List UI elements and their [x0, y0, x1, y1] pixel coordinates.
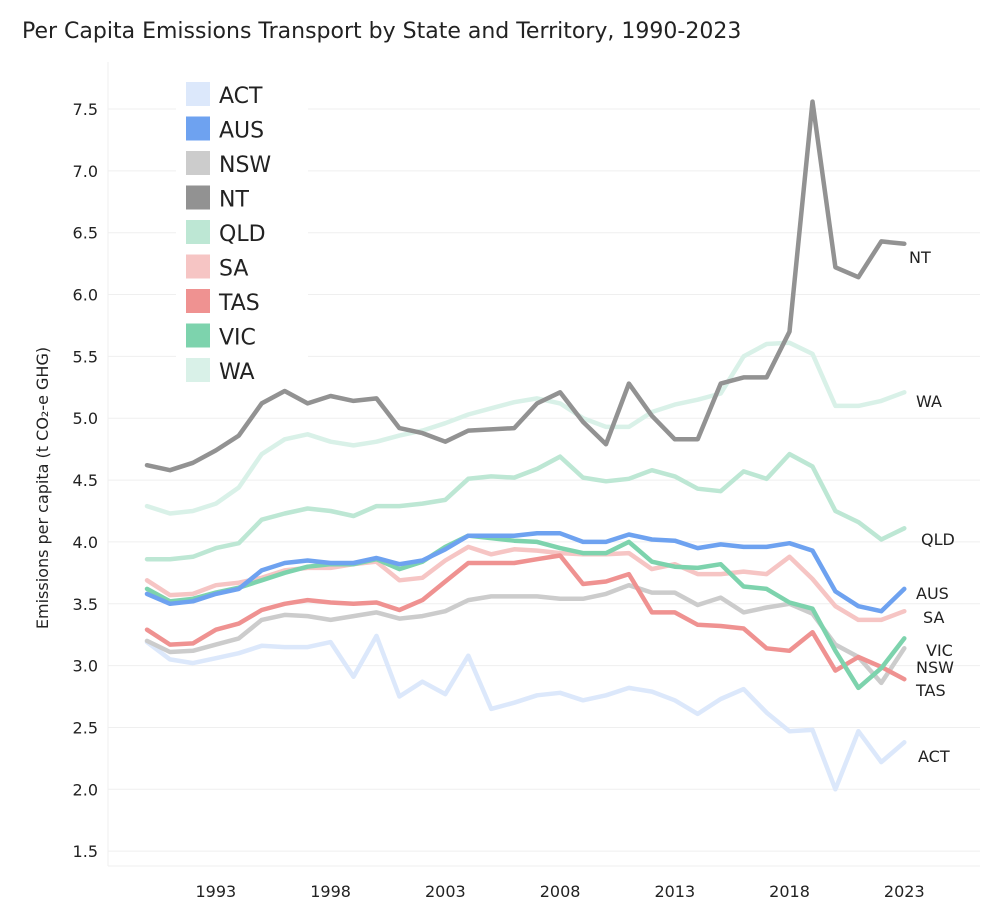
y-tick-label: 2.0 — [73, 780, 98, 799]
y-tick-label: 4.0 — [73, 533, 98, 552]
series-line-qld — [144, 451, 907, 562]
legend-label-act: ACT — [219, 84, 263, 109]
x-tick-label: 2013 — [654, 882, 695, 901]
end-label-act: ACT — [918, 747, 950, 766]
legend-swatch-wa — [186, 358, 210, 382]
end-label-aus: AUS — [916, 584, 949, 603]
end-label-nsw: NSW — [916, 658, 954, 677]
y-tick-label: 2.5 — [73, 718, 98, 737]
x-tick-label: 2023 — [884, 882, 925, 901]
y-tick-label: 3.5 — [73, 595, 98, 614]
series-line-wa — [144, 340, 907, 516]
legend-swatch-tas — [186, 289, 210, 313]
y-tick-label: 1.5 — [73, 842, 98, 861]
series-lines — [144, 99, 907, 792]
series-line-sa — [144, 544, 907, 623]
legend-label-sa: SA — [219, 257, 248, 282]
end-label-tas: TAS — [915, 681, 946, 700]
legend-label-tas: TAS — [218, 291, 260, 316]
series-line-nsw — [144, 582, 907, 686]
legend-swatch-nsw — [186, 151, 210, 175]
x-tick-label: 2008 — [540, 882, 581, 901]
legend-label-nt: NT — [219, 188, 249, 213]
end-label-sa: SA — [923, 608, 944, 627]
legend-label-nsw: NSW — [219, 153, 271, 178]
series-end-labels: ACT AUS NSW NT QLD SA TAS VIC WA — [909, 248, 955, 766]
series-line-vic — [144, 533, 907, 691]
y-axis-label: Emissions per capita (t CO₂-e GHG) — [33, 347, 52, 629]
end-label-wa: WA — [916, 392, 942, 411]
x-tick-label: 2003 — [425, 882, 466, 901]
y-tick-label: 3.0 — [73, 657, 98, 676]
legend-swatch-vic — [186, 323, 210, 348]
y-tick-label: 7.5 — [73, 100, 98, 119]
legend-swatch-nt — [186, 185, 210, 210]
end-label-nt: NT — [909, 248, 931, 267]
y-tick-labels: 1.5 2.0 2.5 3.0 3.5 4.0 4.5 5.0 5.5 6.0 6.5 7.0 7.5 — [73, 100, 98, 861]
legend-swatch-qld — [186, 220, 210, 244]
end-label-qld: QLD — [921, 530, 955, 549]
y-tick-label: 6.5 — [73, 224, 98, 243]
legend-label-qld: QLD — [219, 222, 266, 247]
legend-swatch-aus — [186, 116, 210, 141]
y-tick-label: 4.5 — [73, 471, 98, 490]
end-label-vic: VIC — [926, 641, 953, 660]
x-tick-label: 1998 — [310, 882, 351, 901]
x-tick-label: 2018 — [769, 882, 810, 901]
y-tick-label: 7.0 — [73, 162, 98, 181]
y-tick-label: 5.0 — [73, 409, 98, 428]
series-line-nt — [144, 99, 907, 473]
legend-swatch-act — [186, 82, 210, 106]
series-line-act — [144, 633, 907, 792]
y-tick-label: 6.0 — [73, 286, 98, 305]
x-tick-labels: 1993 1998 2003 2008 2013 2018 2023 — [195, 882, 924, 901]
series-line-tas — [144, 553, 907, 682]
chart-title: Per Capita Emissions Transport by State … — [22, 19, 741, 44]
legend-label-aus: AUS — [219, 119, 264, 144]
legend: ACT AUS NSW NT QLD SA TAS VIC WA — [176, 75, 308, 387]
series-line-aus — [144, 531, 907, 614]
legend-label-vic: VIC — [219, 326, 256, 351]
x-tick-label: 1993 — [195, 882, 236, 901]
legend-label-wa: WA — [219, 360, 255, 385]
legend-swatch-sa — [186, 254, 210, 279]
y-tick-label: 5.5 — [73, 347, 98, 366]
